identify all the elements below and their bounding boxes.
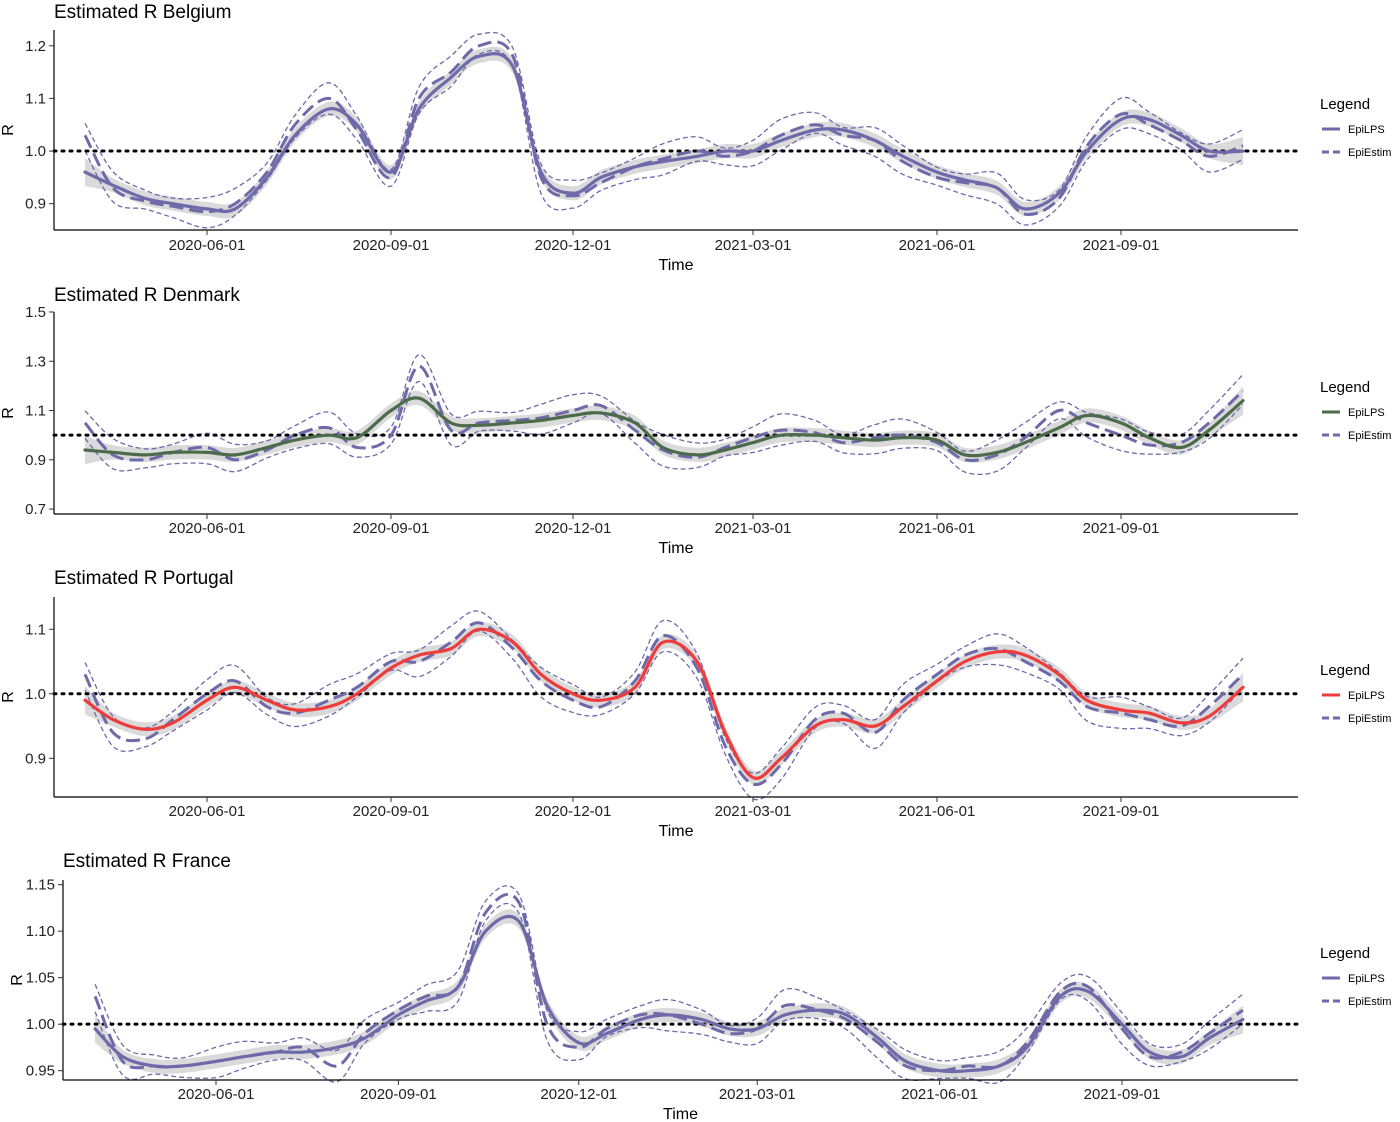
- epiestim-upper-line: [94, 885, 1244, 1062]
- epiestim-lower-line: [84, 630, 1244, 801]
- legend-label-epiestim: EpiEstim: [1348, 996, 1391, 1008]
- x-tick-label: 2021-09-01: [1083, 803, 1160, 820]
- y-tick-label: 1.15: [26, 877, 55, 894]
- epilps-line: [83, 396, 1245, 458]
- confidence-band: [85, 46, 1243, 219]
- x-tick-label: 2021-06-01: [901, 1086, 978, 1103]
- legend-label-epilps: EpiLPS: [1348, 407, 1385, 419]
- y-tick-label: 1.05: [26, 970, 55, 987]
- x-tick-label: 2020-06-01: [169, 803, 246, 820]
- x-tick-label: 2021-06-01: [899, 803, 976, 820]
- legend: Legend EpiLPS EpiEstim: [1320, 96, 1391, 159]
- x-tick-label: 2021-06-01: [899, 520, 976, 537]
- x-tick-label: 2020-12-01: [540, 1086, 617, 1103]
- panel-2: Estimated R Denmark 0.7 0.9 1.1 1.3 1.5 2020-0…: [0, 285, 1391, 557]
- x-tick-label: 2021-03-01: [715, 803, 792, 820]
- legend-label-epilps: EpiLPS: [1348, 690, 1385, 702]
- y-tick-label: 0.9: [25, 750, 46, 767]
- x-tick-label: 2020-09-01: [353, 803, 430, 820]
- legend-title: Legend: [1320, 96, 1370, 113]
- epiestim-lower-line: [84, 49, 1244, 229]
- y-tick-label: 1.1: [25, 90, 46, 107]
- legend: Legend EpiLPS EpiEstim: [1320, 662, 1391, 725]
- x-tick-label: 2021-09-01: [1084, 1086, 1161, 1103]
- y-tick-label: 0.9: [25, 452, 46, 469]
- y-tick-label: 1.1: [25, 403, 46, 420]
- x-axis-title: Time: [659, 257, 694, 274]
- x-tick-label: 2021-06-01: [899, 237, 976, 254]
- epiestim-lower-line: [94, 902, 1244, 1085]
- x-axis-title: Time: [659, 823, 694, 840]
- confidence-band: [85, 622, 1243, 786]
- y-tick-label: 1.3: [25, 353, 46, 370]
- epiestim-line: [93, 892, 1244, 1073]
- legend: Legend EpiLPS EpiEstim: [1320, 379, 1391, 442]
- legend-title: Legend: [1320, 945, 1370, 962]
- y-axis-title: R: [0, 407, 17, 419]
- y-tick-label: 1.1: [25, 621, 46, 638]
- y-tick-label: 1.0: [25, 143, 46, 160]
- x-tick-label: 2020-12-01: [535, 803, 612, 820]
- x-tick-label: 2020-09-01: [360, 1086, 437, 1103]
- x-tick-label: 2020-09-01: [353, 520, 430, 537]
- epiestim-lower-line: [84, 380, 1244, 476]
- legend-title: Legend: [1320, 662, 1370, 679]
- epiestim-upper-line: [84, 354, 1244, 452]
- chart-title: Estimated R Denmark: [54, 285, 240, 306]
- y-tick-label: 0.9: [25, 196, 46, 213]
- x-tick-label: 2020-06-01: [178, 1086, 255, 1103]
- panel-1: Estimated R Belgium 0.9 1.0 1.1 1.2 2020-06-0…: [0, 2, 1391, 274]
- y-axis-title: R: [0, 691, 17, 703]
- x-tick-label: 2021-03-01: [715, 237, 792, 254]
- legend-label-epiestim: EpiEstim: [1348, 147, 1391, 159]
- y-tick-label: 1.0: [25, 686, 46, 703]
- x-tick-label: 2021-09-01: [1083, 520, 1160, 537]
- confidence-band: [85, 386, 1243, 465]
- x-tick-label: 2020-09-01: [353, 237, 430, 254]
- legend-label-epiestim: EpiEstim: [1348, 713, 1391, 725]
- x-tick-label: 2021-03-01: [719, 1086, 796, 1103]
- epilps-line: [83, 52, 1245, 214]
- epiestim-line: [83, 621, 1245, 787]
- x-axis-title: Time: [663, 1106, 698, 1122]
- y-tick-label: 1.5: [25, 304, 46, 321]
- panel-4: Estimated R France 0.95 1.00 1.05 1.10 1.15 20…: [9, 851, 1391, 1122]
- epiestim-line: [83, 40, 1244, 217]
- panel-3: Estimated R Portugal 0.9 1.0 1.1 2020-06-01 2…: [0, 568, 1391, 840]
- legend-label-epiestim: EpiEstim: [1348, 430, 1391, 442]
- chart-title: Estimated R Belgium: [54, 2, 231, 23]
- chart-title: Estimated R Portugal: [54, 568, 234, 589]
- y-tick-label: 1.10: [26, 923, 55, 940]
- legend: Legend EpiLPS EpiEstim: [1320, 945, 1391, 1008]
- x-tick-label: 2020-12-01: [535, 237, 612, 254]
- legend-label-epilps: EpiLPS: [1348, 973, 1385, 985]
- y-axis-title: R: [0, 124, 17, 136]
- x-tick-label: 2020-12-01: [535, 520, 612, 537]
- x-axis-title: Time: [659, 540, 694, 557]
- x-tick-label: 2020-06-01: [169, 520, 246, 537]
- legend-label-epilps: EpiLPS: [1348, 124, 1385, 136]
- y-axis-title: R: [9, 974, 26, 986]
- epiestim-upper-line: [84, 31, 1244, 202]
- legend-title: Legend: [1320, 379, 1370, 396]
- chart-title: Estimated R France: [63, 851, 231, 872]
- y-tick-label: 1.00: [26, 1016, 55, 1033]
- x-tick-label: 2021-09-01: [1083, 237, 1160, 254]
- x-tick-label: 2020-06-01: [169, 237, 246, 254]
- epilps-line: [93, 914, 1245, 1074]
- x-tick-label: 2021-03-01: [715, 520, 792, 537]
- y-tick-label: 0.95: [26, 1063, 55, 1080]
- y-tick-label: 1.2: [25, 38, 46, 55]
- epilps-line: [83, 627, 1245, 780]
- y-tick-label: 0.7: [25, 501, 46, 518]
- epiestim-line: [83, 364, 1245, 462]
